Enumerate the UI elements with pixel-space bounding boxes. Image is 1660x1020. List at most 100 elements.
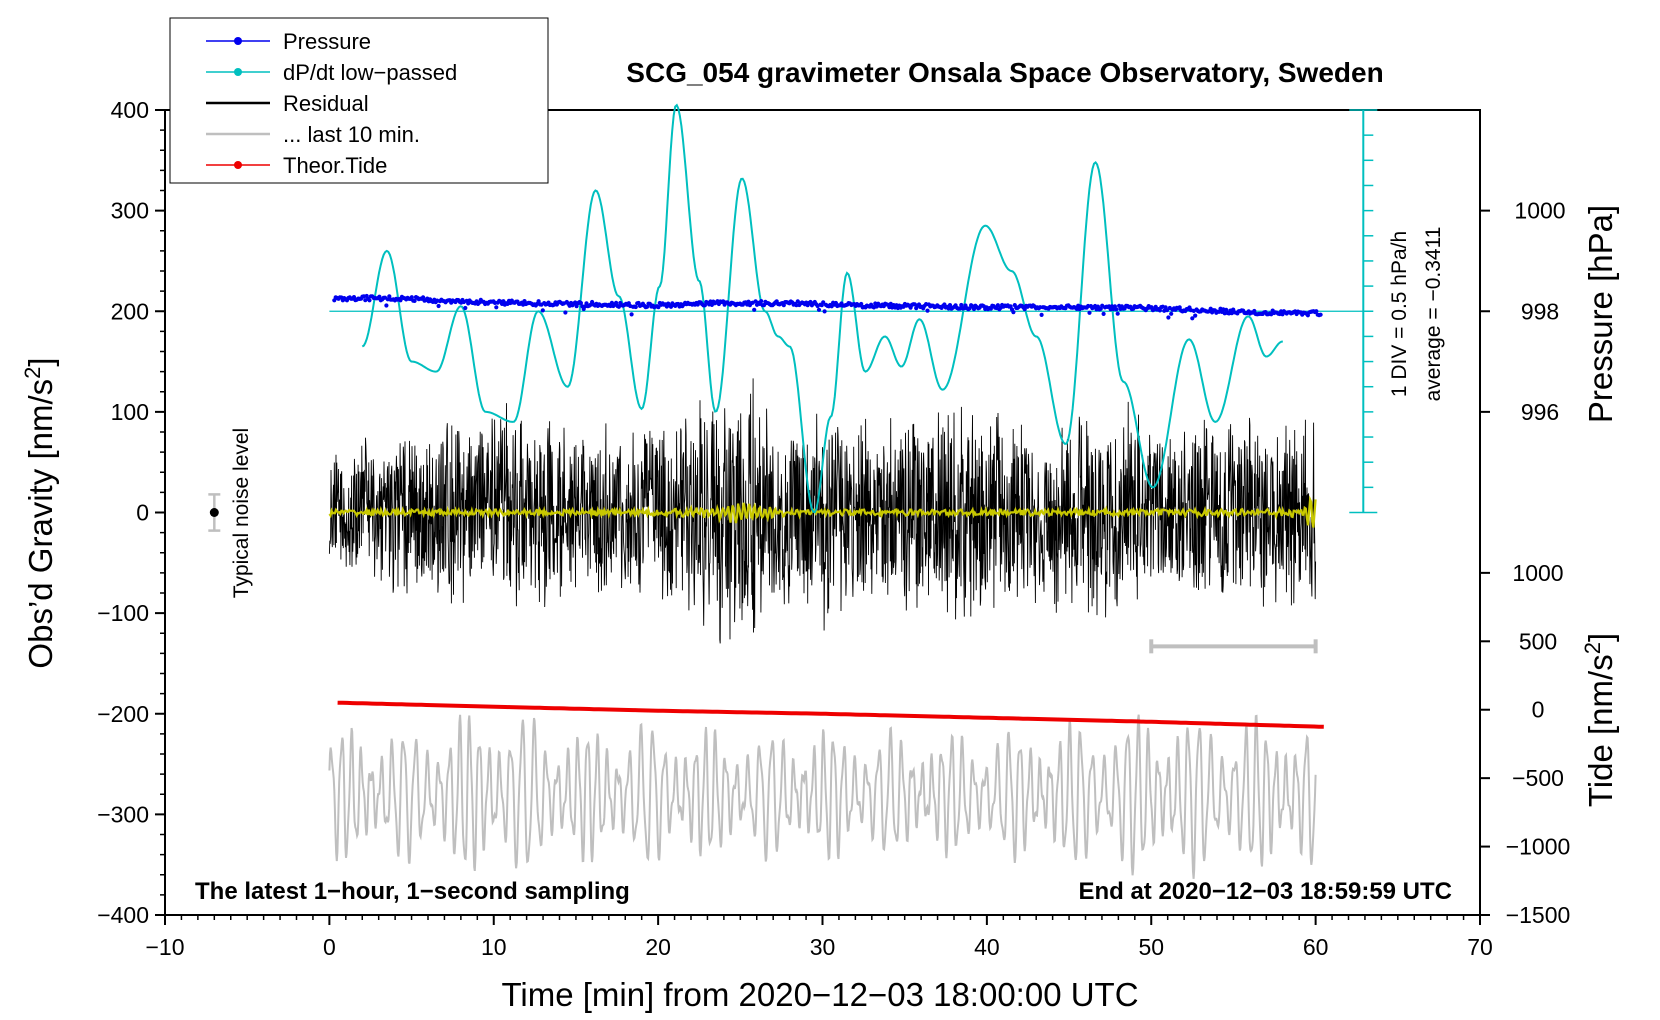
tide-tick-label: 1000 [1512, 560, 1563, 586]
tide-axis-ticks: −1500 −1000 −500 0 500 1000 [1480, 560, 1570, 928]
pressure-point [536, 299, 541, 304]
pressure-point [463, 305, 468, 311]
pressure-point [1314, 309, 1319, 314]
y-axis-ticks: −400 −300 −200 −100 0 100 200 300 400 [97, 97, 165, 928]
legend-swatch-dot [234, 68, 242, 76]
pressure-point [1318, 312, 1323, 317]
x-axis-ticks: −10 0 10 20 30 40 50 60 70 [145, 915, 1493, 960]
y-tick-label: −200 [97, 701, 149, 727]
noise-bar-dot [209, 508, 219, 517]
pressure-point [947, 303, 953, 308]
dpdt-scale-division-label: 1 DIV = 0.5 hPa/h [1388, 231, 1411, 397]
y-axis-label: Obs’d Gravity [nm/s2] [20, 357, 59, 668]
pressure-point [629, 312, 634, 317]
pressure-point [633, 304, 638, 310]
x-axis-label: Time [min] from 2020−12−03 18:00:00 UTC [501, 976, 1138, 1013]
series-theor-tide [337, 700, 1324, 729]
noise-level-bar [208, 493, 221, 532]
pressure-point [752, 307, 757, 312]
series-last-10-min [328, 714, 1317, 879]
dpdt-scale [1349, 109, 1378, 514]
legend-label: Pressure [283, 29, 371, 54]
chart-title: SCG_054 gravimeter Onsala Space Observat… [626, 57, 1383, 88]
tide-axis-label-sup: 2 [1580, 642, 1605, 654]
pressure-point [1166, 315, 1171, 320]
pressure-point [816, 307, 822, 312]
x-tick-label: −10 [145, 934, 184, 960]
series-pressure [332, 293, 1323, 321]
pressure-point [540, 308, 545, 313]
pressure-point [1193, 313, 1198, 318]
legend-swatch-dot [234, 161, 242, 169]
y-tick-label: 400 [111, 97, 149, 123]
pressure-point [821, 300, 826, 305]
pressure-point [1087, 310, 1092, 315]
pressure-point [822, 309, 827, 314]
pressure-point [387, 294, 392, 299]
legend: Pressure dP/dt low−passed Residual ... last… [169, 17, 549, 184]
pressure-point [1157, 308, 1162, 313]
x-tick-label: 10 [481, 934, 507, 960]
pressure-axis-label: Pressure [hPa] [1582, 205, 1619, 423]
tide-tick-label: 500 [1519, 628, 1557, 654]
noise-level-label: Typical noise level [230, 428, 253, 598]
pressure-tick-label: 998 [1521, 298, 1559, 324]
x-tick-label: 20 [645, 934, 671, 960]
pressure-tick-label: 1000 [1514, 198, 1565, 224]
legend-box [169, 17, 549, 184]
pressure-point [959, 302, 964, 308]
pressure-point [421, 295, 426, 300]
x-tick-label: 40 [974, 934, 1000, 960]
pressure-point [384, 303, 389, 308]
pressure-point [995, 303, 1001, 308]
pressure-point [1011, 310, 1016, 315]
x-tick-label: 0 [323, 934, 336, 960]
tide-tick-label: −1500 [1506, 902, 1571, 928]
pressure-point [656, 305, 661, 310]
legend-swatch-dot [234, 37, 242, 45]
pressure-point [859, 301, 864, 307]
annotation-end-time: End at 2020−12−03 18:59:59 UTC [1078, 878, 1452, 905]
legend-label: ... last 10 min. [283, 122, 420, 147]
legend-item: Theor.Tide [206, 153, 387, 178]
pressure-point [1039, 312, 1044, 317]
x-tick-label: 60 [1303, 934, 1329, 960]
last-10-min-window-bar [1149, 639, 1318, 654]
legend-item: Residual [206, 91, 369, 116]
data-series [208, 103, 1364, 879]
legend-label: Theor.Tide [283, 153, 387, 178]
pressure-axis-ticks: 996 998 1000 [1480, 198, 1566, 425]
y-tick-label: 300 [111, 198, 149, 224]
y-tick-label: 100 [111, 399, 149, 425]
y-tick-label: −400 [97, 902, 149, 928]
y-axis-label-end: ] [22, 357, 59, 366]
tide-tick-label: 0 [1532, 697, 1545, 723]
annotation-sampling: The latest 1−hour, 1−second sampling [195, 878, 630, 905]
pressure-point [367, 298, 372, 303]
pressure-point [563, 310, 568, 315]
pressure-point [409, 295, 414, 300]
pressure-point [1022, 307, 1027, 312]
pressure-point [377, 294, 382, 299]
y-tick-label: 0 [136, 500, 149, 526]
tide-axis-label: Tide [nm/s2] [1580, 633, 1619, 807]
y-tick-label: −100 [97, 600, 149, 626]
pressure-tick-label: 996 [1521, 399, 1559, 425]
series-residual [328, 378, 1317, 644]
pressure-point [436, 303, 441, 309]
pressure-point [1114, 307, 1119, 312]
tide-tick-label: −1000 [1506, 834, 1571, 860]
pressure-point [1101, 311, 1106, 316]
pressure-point [412, 298, 417, 303]
legend-label: Residual [283, 91, 369, 116]
y-axis-label-main: Obs’d Gravity [nm/s [22, 379, 59, 669]
pressure-point [398, 298, 403, 303]
x-tick-label: 50 [1138, 934, 1164, 960]
series-smoothed-residual [328, 495, 1317, 528]
legend-item: dP/dt low−passed [206, 60, 457, 85]
x-tick-label: 70 [1467, 934, 1493, 960]
y-tick-label: 200 [111, 298, 149, 324]
tide-axis-label-end: ] [1582, 633, 1619, 642]
legend-item: ... last 10 min. [206, 122, 420, 147]
